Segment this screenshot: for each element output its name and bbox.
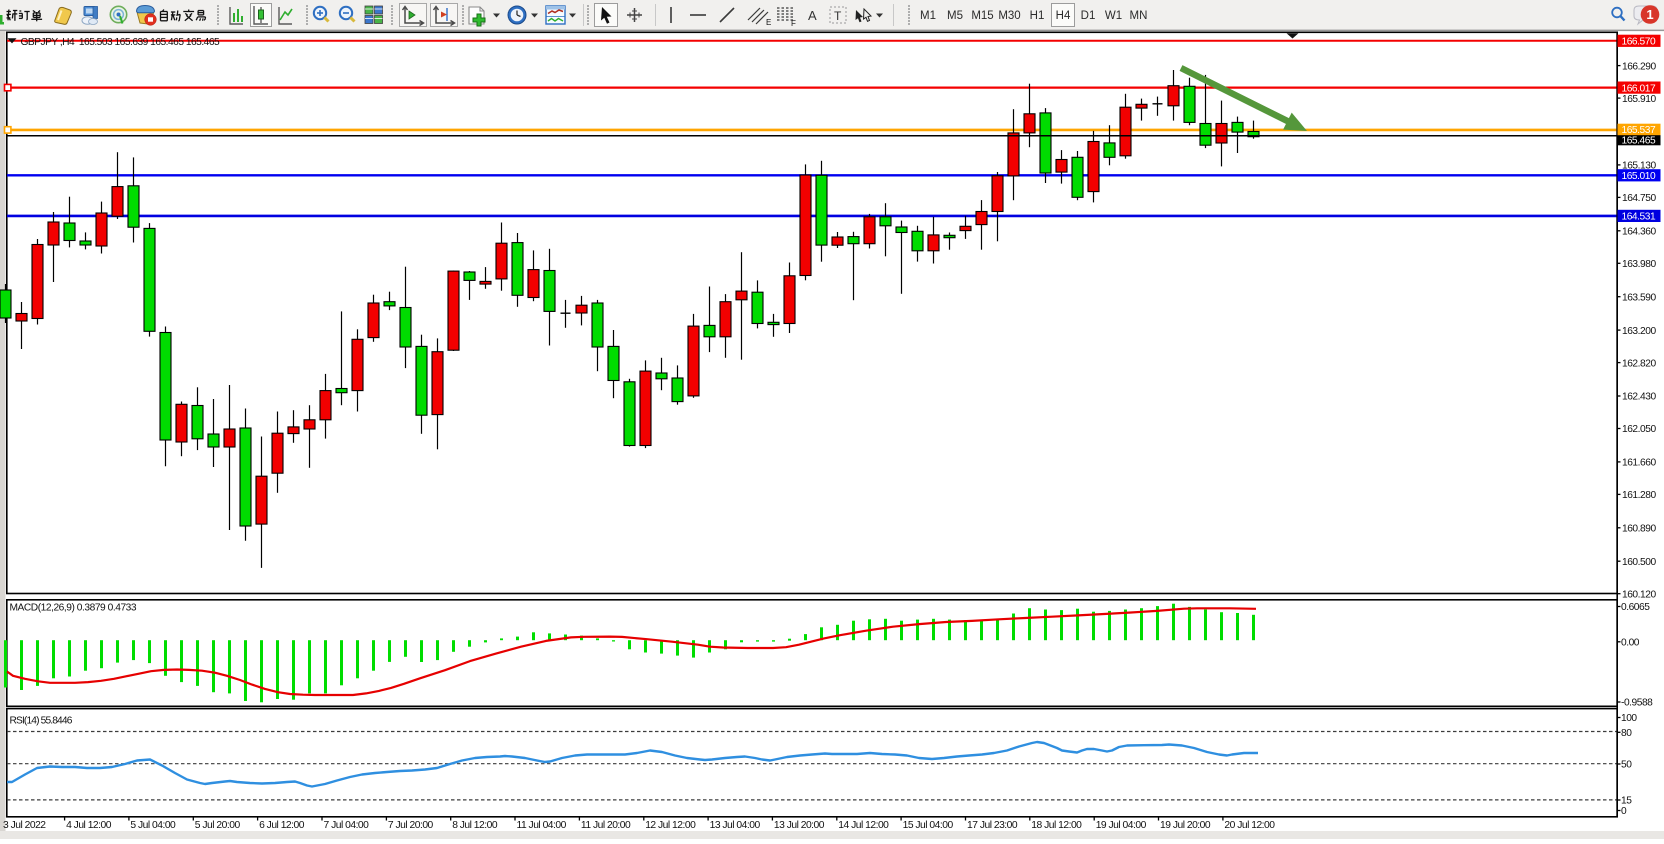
svg-text:13 Jul 04:00: 13 Jul 04:00	[710, 820, 761, 831]
svg-text:4 Jul 12:00: 4 Jul 12:00	[66, 820, 112, 831]
svg-text:5 Jul 04:00: 5 Jul 04:00	[130, 820, 176, 831]
svg-text:19 Jul 04:00: 19 Jul 04:00	[1096, 820, 1147, 831]
svg-text:0.00: 0.00	[1621, 638, 1640, 649]
svg-text:162.050: 162.050	[1622, 424, 1656, 435]
svg-text:A: A	[808, 8, 817, 23]
svg-text:166.017: 166.017	[1622, 83, 1656, 94]
svg-text:13 Jul 20:00: 13 Jul 20:00	[774, 820, 825, 831]
svg-text:H4: H4	[1056, 10, 1071, 22]
svg-text:18 Jul 12:00: 18 Jul 12:00	[1031, 820, 1082, 831]
svg-text:163.980: 163.980	[1622, 259, 1656, 270]
svg-text:D1: D1	[1081, 10, 1096, 22]
svg-text:164.360: 164.360	[1622, 227, 1656, 238]
svg-text:12 Jul 12:00: 12 Jul 12:00	[645, 820, 696, 831]
svg-text:19 Jul 20:00: 19 Jul 20:00	[1160, 820, 1211, 831]
svg-text:GBPJPY ,H4 165.503 165.639 16: GBPJPY ,H4 165.503 165.639 165.465 165.4…	[21, 37, 220, 48]
svg-text:1: 1	[1646, 7, 1653, 22]
svg-text:15 Jul 04:00: 15 Jul 04:00	[903, 820, 954, 831]
svg-text:164.531: 164.531	[1622, 212, 1656, 223]
svg-text:163.590: 163.590	[1622, 292, 1656, 303]
svg-text:RSI(14) 55.8446: RSI(14) 55.8446	[10, 716, 73, 727]
svg-text:161.660: 161.660	[1622, 458, 1656, 469]
svg-text:5 Jul 20:00: 5 Jul 20:00	[195, 820, 241, 831]
svg-text:161.280: 161.280	[1622, 490, 1656, 501]
svg-text:162.820: 162.820	[1622, 358, 1656, 369]
svg-text:0.6065: 0.6065	[1621, 602, 1650, 613]
svg-text:80: 80	[1621, 728, 1632, 739]
svg-text:-0.9588: -0.9588	[1621, 698, 1653, 709]
svg-text:3 Jul 2022: 3 Jul 2022	[3, 820, 46, 831]
svg-text:MACD(12,26,9) 0.3879 0.4733: MACD(12,26,9) 0.3879 0.4733	[10, 603, 137, 614]
svg-text:165.465: 165.465	[1622, 136, 1656, 147]
svg-text:20 Jul 12:00: 20 Jul 12:00	[1224, 820, 1275, 831]
svg-text:H1: H1	[1030, 10, 1045, 22]
svg-text:165.537: 165.537	[1622, 125, 1656, 136]
svg-text:E: E	[766, 18, 771, 27]
svg-text:7 Jul 04:00: 7 Jul 04:00	[324, 820, 370, 831]
svg-text:7 Jul 20:00: 7 Jul 20:00	[388, 820, 434, 831]
svg-text:100: 100	[1621, 713, 1637, 724]
svg-text:MN: MN	[1130, 10, 1148, 22]
svg-text:165.010: 165.010	[1622, 171, 1656, 182]
svg-text:0: 0	[1621, 806, 1627, 817]
svg-text:M1: M1	[920, 10, 936, 22]
svg-text:M15: M15	[971, 10, 993, 22]
svg-text:W1: W1	[1105, 10, 1122, 22]
svg-text:166.290: 166.290	[1622, 61, 1656, 72]
svg-text:160.500: 160.500	[1622, 557, 1656, 568]
svg-text:T: T	[834, 9, 842, 23]
svg-text:160.890: 160.890	[1622, 524, 1656, 535]
svg-text:164.750: 164.750	[1622, 193, 1656, 204]
svg-text:17 Jul 23:00: 17 Jul 23:00	[967, 820, 1018, 831]
svg-text:6 Jul 12:00: 6 Jul 12:00	[259, 820, 305, 831]
svg-text:11 Jul 20:00: 11 Jul 20:00	[581, 820, 631, 831]
svg-text:8 Jul 12:00: 8 Jul 12:00	[452, 820, 498, 831]
svg-text:160.120: 160.120	[1622, 589, 1656, 600]
svg-text:M5: M5	[947, 10, 963, 22]
svg-text:162.430: 162.430	[1622, 392, 1656, 403]
svg-text:F: F	[791, 19, 796, 28]
svg-text:11 Jul 04:00: 11 Jul 04:00	[517, 820, 567, 831]
svg-text:14 Jul 12:00: 14 Jul 12:00	[838, 820, 889, 831]
svg-text:166.570: 166.570	[1622, 37, 1656, 48]
svg-text:165.910: 165.910	[1622, 94, 1656, 105]
svg-text:165.130: 165.130	[1622, 161, 1656, 172]
svg-text:15: 15	[1621, 796, 1632, 807]
svg-text:163.200: 163.200	[1622, 326, 1656, 337]
svg-text:50: 50	[1621, 760, 1632, 771]
svg-text:M30: M30	[998, 10, 1020, 22]
